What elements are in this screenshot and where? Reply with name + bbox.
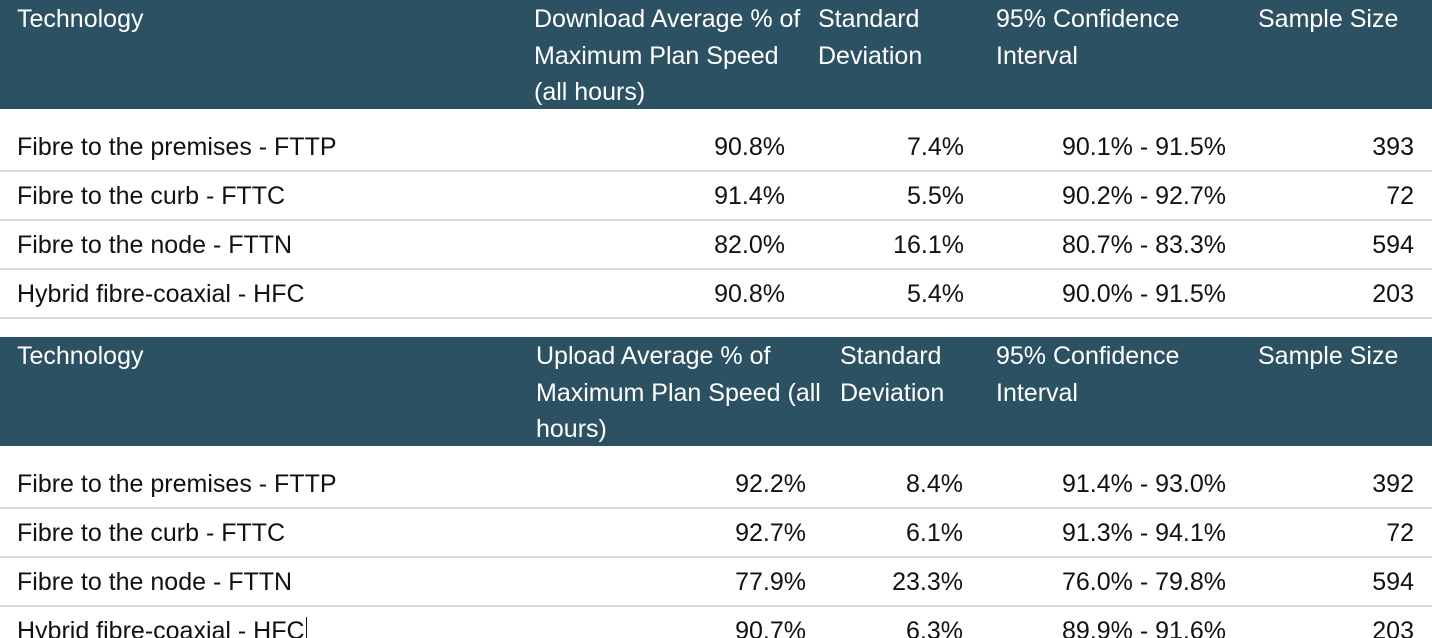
table-row: Fibre to the node - FTTN 77.9% 23.3% 76.… — [0, 559, 1432, 607]
table-row: Fibre to the node - FTTN 82.0% 16.1% 80.… — [0, 222, 1432, 270]
table-row: Hybrid fibre-coaxial - HFC 90.7% 6.3% 89… — [0, 608, 1432, 638]
cell-sample[interactable]: 203 — [1372, 280, 1414, 308]
cell-sample[interactable]: 203 — [1372, 617, 1414, 638]
cell-ci[interactable]: 91.3% - 94.1% — [1062, 519, 1226, 547]
table-row: Hybrid fibre-coaxial - HFC 90.8% 5.4% 90… — [0, 271, 1432, 319]
header-standard-deviation[interactable]: Standard Deviation — [818, 5, 923, 70]
cell-sample[interactable]: 392 — [1372, 470, 1414, 498]
cell-technology[interactable]: Fibre to the premises - FTTP — [17, 470, 337, 498]
cell-sample[interactable]: 594 — [1372, 568, 1414, 596]
cell-sample[interactable]: 72 — [1386, 519, 1414, 547]
cell-technology[interactable]: Fibre to the node - FTTN — [17, 231, 293, 259]
table-row: Fibre to the premises - FTTP 92.2% 8.4% … — [0, 461, 1432, 509]
cell-average[interactable]: 77.9% — [735, 568, 806, 596]
header-confidence-interval[interactable]: 95% Confidence Interval — [996, 5, 1180, 70]
cell-std-dev[interactable]: 6.1% — [906, 519, 963, 547]
cell-average[interactable]: 92.7% — [735, 519, 806, 547]
cell-average[interactable]: 90.7% — [735, 617, 806, 638]
cell-ci[interactable]: 90.0% - 91.5% — [1062, 280, 1226, 308]
header-confidence-interval[interactable]: 95% Confidence Interval — [996, 342, 1180, 407]
cell-ci[interactable]: 90.1% - 91.5% — [1062, 133, 1226, 161]
cell-ci[interactable]: 89.9% - 91.6% — [1062, 617, 1226, 638]
cell-std-dev[interactable]: 16.1% — [893, 231, 964, 259]
header-sample-size[interactable]: Sample Size — [1258, 5, 1399, 33]
cell-std-dev[interactable]: 23.3% — [892, 568, 963, 596]
cell-technology-editing[interactable]: Hybrid fibre-coaxial - HFC — [17, 608, 517, 638]
cell-technology[interactable]: Fibre to the premises - FTTP — [17, 133, 337, 161]
upload-table-header: Technology Upload Average % of Maximum P… — [0, 337, 1432, 446]
cell-average[interactable]: 82.0% — [714, 231, 785, 259]
download-table: Technology Download Average % of Maximum… — [0, 0, 1432, 319]
cell-ci[interactable]: 76.0% - 79.8% — [1062, 568, 1226, 596]
cell-technology[interactable]: Fibre to the node - FTTN — [17, 568, 293, 596]
upload-table: Technology Upload Average % of Maximum P… — [0, 337, 1432, 638]
cell-ci[interactable]: 90.2% - 92.7% — [1062, 182, 1226, 210]
cell-ci[interactable]: 91.4% - 93.0% — [1062, 470, 1226, 498]
cell-technology[interactable]: Hybrid fibre-coaxial - HFC — [17, 280, 305, 308]
cell-std-dev[interactable]: 6.3% — [906, 617, 963, 638]
text-cursor — [305, 617, 307, 638]
cell-average[interactable]: 90.8% — [714, 133, 785, 161]
cell-sample[interactable]: 393 — [1372, 133, 1414, 161]
cell-std-dev[interactable]: 7.4% — [907, 133, 964, 161]
cell-std-dev[interactable]: 8.4% — [906, 470, 963, 498]
header-sample-size[interactable]: Sample Size — [1258, 342, 1399, 370]
table-row: Fibre to the curb - FTTC 92.7% 6.1% 91.3… — [0, 510, 1432, 558]
cell-ci[interactable]: 80.7% - 83.3% — [1062, 231, 1226, 259]
header-technology[interactable]: Technology — [17, 342, 144, 370]
cell-sample[interactable]: 594 — [1372, 231, 1414, 259]
cell-average[interactable]: 92.2% — [735, 470, 806, 498]
cell-technology[interactable]: Fibre to the curb - FTTC — [17, 519, 286, 547]
cell-sample[interactable]: 72 — [1386, 182, 1414, 210]
header-standard-deviation[interactable]: Standard Deviation — [840, 342, 945, 407]
cell-average[interactable]: 90.8% — [714, 280, 785, 308]
cell-std-dev[interactable]: 5.5% — [907, 182, 964, 210]
table-row: Fibre to the curb - FTTC 91.4% 5.5% 90.2… — [0, 173, 1432, 221]
cell-technology-text: Hybrid fibre-coaxial - HFC — [17, 617, 305, 638]
table-row: Fibre to the premises - FTTP 90.8% 7.4% … — [0, 124, 1432, 172]
cell-technology[interactable]: Fibre to the curb - FTTC — [17, 182, 286, 210]
download-table-header: Technology Download Average % of Maximum… — [0, 0, 1432, 109]
header-upload-average[interactable]: Upload Average % of Maximum Plan Speed (… — [536, 342, 821, 443]
header-download-average[interactable]: Download Average % of Maximum Plan Speed… — [534, 5, 801, 106]
cell-std-dev[interactable]: 5.4% — [907, 280, 964, 308]
header-technology[interactable]: Technology — [17, 5, 144, 33]
cell-average[interactable]: 91.4% — [714, 182, 785, 210]
